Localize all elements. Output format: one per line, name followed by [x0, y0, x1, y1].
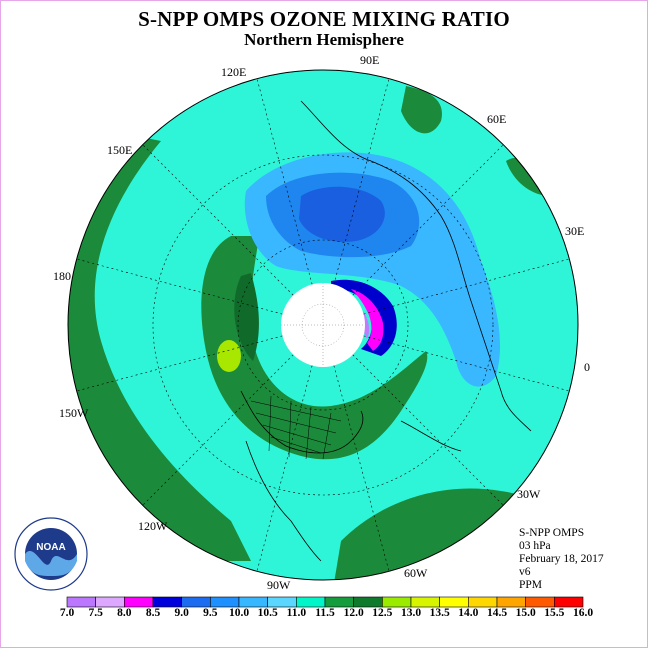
map-boundary — [67, 69, 579, 581]
cyan-notch-west — [109, 221, 146, 361]
colorbar-tick-label: 9.0 — [174, 607, 189, 619]
colorbar-tick-label: 7.5 — [88, 607, 103, 619]
colorbar-tick-label: 15.5 — [544, 607, 565, 619]
lon-label-90e: 90E — [360, 53, 380, 67]
meridian-line — [352, 144, 504, 296]
colorbar-tick-label: 14.5 — [486, 607, 508, 619]
colorbar-tick-label: 9.5 — [203, 607, 218, 619]
colorbar-swatch — [525, 596, 555, 608]
lon-label-60w: 60W — [404, 566, 428, 580]
meridian-line — [142, 354, 294, 506]
colorbar-swatch — [496, 596, 526, 608]
meridian-line — [333, 365, 390, 572]
colorbar-tick-label: 11.5 — [315, 607, 335, 619]
colorbar-swatch — [124, 596, 154, 608]
colorbar-swatch — [382, 596, 412, 608]
meridian-line — [352, 354, 504, 506]
meridian-line — [256, 365, 313, 572]
colorbar-tick-label: 13.0 — [400, 607, 422, 619]
colorbar-swatch — [66, 596, 96, 608]
colorbar-swatch — [554, 596, 584, 608]
colorbar-swatch — [439, 596, 469, 608]
yellow-green-max — [217, 340, 241, 372]
lon-label-120e: 120E — [221, 65, 247, 79]
map-title: S-NPP OMPS OZONE MIXING RATIO — [138, 7, 510, 31]
colorbar-tick-label: 14.0 — [458, 607, 479, 619]
colorbar-swatch — [353, 596, 383, 608]
graticule — [68, 70, 578, 580]
noaa-logo-text: NOAA — [36, 542, 65, 553]
coastlines — [240, 100, 532, 562]
lon-label-0: 0 — [584, 360, 590, 374]
lon-label-30w: 30W — [517, 487, 541, 501]
colorbar-tick-label: 10.5 — [257, 607, 278, 619]
green-patch-north — [401, 86, 442, 134]
colorbar-tick-label: 13.5 — [429, 607, 450, 619]
deep-blue-region — [299, 186, 385, 242]
green-band-west — [68, 121, 251, 561]
colorbar-tick-label: 8.5 — [145, 607, 161, 619]
lon-label-150e: 150E — [107, 143, 133, 157]
lon-label-30e: 30E — [565, 224, 585, 238]
meridian-line — [333, 78, 390, 285]
colorbar-swatch — [152, 596, 182, 608]
lon-label-60e: 60E — [487, 112, 507, 126]
lon-label-90w: 90W — [267, 578, 291, 592]
colorbar-swatch — [468, 596, 498, 608]
meridian-line — [256, 78, 313, 285]
meridians — [76, 78, 570, 572]
info-date: February 18, 2017 — [519, 553, 604, 565]
colorbar-swatch — [267, 596, 297, 608]
colorbar-tick-label: 8.0 — [117, 607, 132, 619]
colorbar-tick-label: 7.0 — [59, 607, 75, 619]
noaa-logo: NOAA — [14, 517, 88, 591]
colorbar-swatch — [95, 596, 125, 608]
magenta-region — [351, 289, 384, 351]
lon-label-150w: 150W — [59, 406, 89, 420]
colorbar-tick-label: 11.0 — [286, 607, 307, 619]
lon-label-120w: 120W — [138, 519, 168, 533]
meridian-line — [142, 144, 294, 296]
meridian-line — [363, 258, 570, 315]
cap-grid — [281, 283, 365, 367]
lon-label-180: 180 — [53, 269, 71, 283]
meridian-line — [363, 335, 570, 392]
colorbar-swatch — [296, 596, 326, 608]
colorbar-tick-label: 10.0 — [228, 607, 250, 619]
colorbar-swatch — [238, 596, 268, 608]
meridian-line — [76, 335, 283, 392]
colorbar-swatch — [210, 596, 240, 608]
green-tongue-americas — [201, 236, 428, 460]
colorbar-tick-label: 12.0 — [343, 607, 364, 619]
colorbar-swatch — [181, 596, 211, 608]
info-instrument: S-NPP OMPS — [519, 527, 585, 539]
colorbar-tick-label: 12.5 — [372, 607, 393, 619]
colorbar-tick-label: 15.0 — [515, 607, 536, 619]
map-subtitle: Northern Hemisphere — [244, 30, 404, 49]
colorbar-swatch — [410, 596, 440, 608]
info-units: PPM — [519, 579, 543, 591]
meridian-line — [76, 258, 283, 315]
info-version: v6 — [519, 566, 531, 578]
colorbar-tick-label: 16.0 — [572, 607, 594, 619]
us-state-lines — [250, 395, 342, 460]
colorbar-swatch — [324, 596, 354, 608]
info-level: 03 hPa — [519, 540, 551, 552]
dark-green-core — [234, 273, 259, 361]
